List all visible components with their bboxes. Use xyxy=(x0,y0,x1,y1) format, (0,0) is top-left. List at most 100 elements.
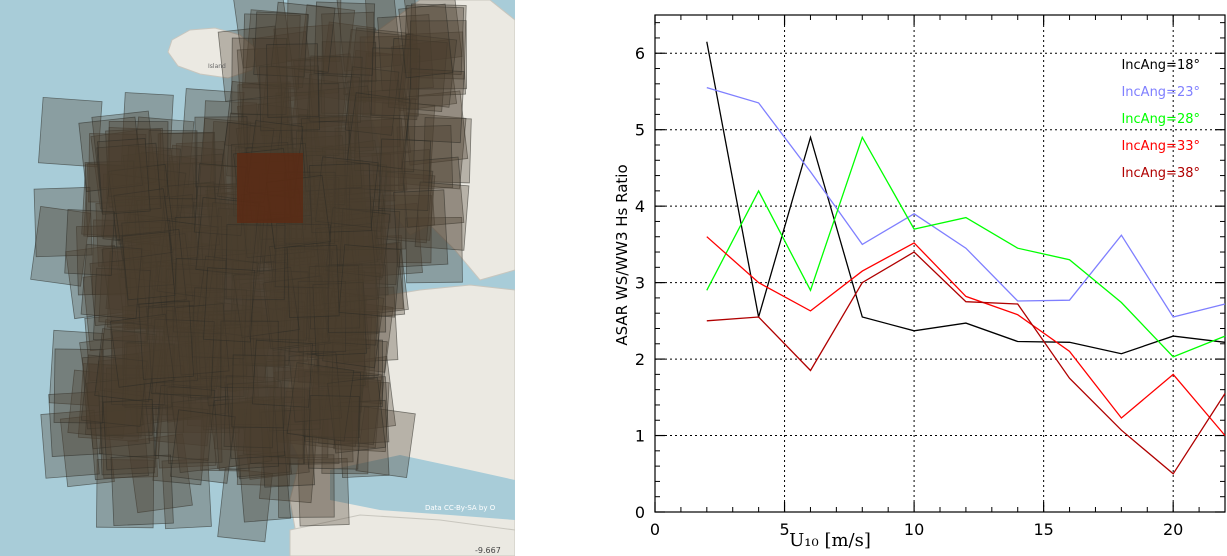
series-line-1 xyxy=(706,41,1226,355)
iceland-landmass xyxy=(167,27,259,79)
footprint-rect xyxy=(174,303,230,376)
footprint-rect xyxy=(405,31,466,98)
x-tick-label: 5 xyxy=(779,520,789,539)
y-tick-label: 2 xyxy=(635,350,645,369)
footprint-rect xyxy=(344,66,400,136)
series-line-3 xyxy=(706,135,1226,358)
footprint-rect xyxy=(406,68,465,144)
y-tick-label: 0 xyxy=(635,503,645,522)
footprint-rect xyxy=(38,96,103,168)
footprint-rect xyxy=(187,324,245,399)
x-tick-label: 15 xyxy=(1033,520,1053,539)
footprint-rect xyxy=(251,339,313,408)
footprint-rect xyxy=(338,244,401,318)
footprint-rect xyxy=(33,186,93,258)
chart-series xyxy=(706,41,1226,475)
footprint-rect xyxy=(393,189,449,268)
footprint-rect xyxy=(321,11,377,84)
y-tick-label: 5 xyxy=(635,121,645,140)
series-line-4 xyxy=(706,236,1226,436)
footprint-map: Island Data CC-By-SA by O -9.667 xyxy=(0,0,515,556)
footprint-rect xyxy=(40,409,100,479)
footprint-rect xyxy=(387,37,448,113)
footprint-rect xyxy=(48,391,103,458)
footprint-rect xyxy=(169,153,228,234)
y-tick-label: 6 xyxy=(635,44,645,63)
footprint-rect xyxy=(110,454,174,527)
footprint-rect xyxy=(82,271,149,352)
footprint-rect xyxy=(97,137,151,215)
footprint-rect xyxy=(154,319,219,401)
footprint-rect xyxy=(313,1,376,76)
legend-entry-1: IncAng=18° xyxy=(1121,58,1200,73)
footprint-rect xyxy=(346,92,412,170)
footprint-rect xyxy=(161,458,212,530)
footprint-rect xyxy=(225,224,286,301)
footprint-rect xyxy=(148,129,198,200)
footprint-rect xyxy=(315,156,379,228)
footprint-rect xyxy=(169,409,236,484)
footprint-rect xyxy=(309,163,372,234)
y-axis-label: ASAR WS/WW3 Hs Ratio xyxy=(613,164,631,345)
footprint-rect xyxy=(78,116,143,192)
footprint-rect xyxy=(231,37,288,115)
footprint-rect xyxy=(105,127,167,207)
footprint-rect xyxy=(297,457,350,527)
footprint-rect xyxy=(270,1,336,73)
footprint-rect xyxy=(146,304,199,384)
footprint-rect xyxy=(220,320,279,388)
x-tick-label: 10 xyxy=(904,520,924,539)
footprint-rect xyxy=(286,362,355,442)
footprint-rect xyxy=(308,395,360,470)
footprint-rect xyxy=(102,399,157,471)
footprint-rect xyxy=(89,258,148,326)
footprint-rect xyxy=(203,267,255,343)
footprint-rect xyxy=(151,318,215,397)
y-tick-label: 3 xyxy=(635,274,645,293)
map-attribution[interactable]: Data CC-By-SA by O xyxy=(425,504,496,512)
footprint-rect xyxy=(331,339,384,408)
footprint-rect xyxy=(259,65,320,132)
footprint-rect xyxy=(138,300,195,380)
footprint-rect xyxy=(288,351,343,423)
legend-entry-2: IncAng=23° xyxy=(1121,85,1200,100)
footprint-rect xyxy=(308,55,363,123)
footprint-rect xyxy=(88,133,147,204)
footprint-rect xyxy=(174,216,224,294)
footprint-rect xyxy=(67,369,131,439)
footprint-rect xyxy=(266,43,320,118)
footprint-rect xyxy=(152,404,209,486)
footprint-rect xyxy=(223,375,276,449)
footprint-rect xyxy=(121,231,176,301)
footprint-rect xyxy=(242,13,301,90)
series-line-5 xyxy=(706,251,1226,475)
satellite-footprints xyxy=(30,0,472,543)
footprint-rect xyxy=(322,290,385,369)
footprint-rect xyxy=(398,3,454,79)
footprint-rect xyxy=(260,409,316,488)
footprint-rect xyxy=(91,110,157,189)
footprint-rect xyxy=(217,467,273,543)
map-canvas xyxy=(0,0,515,556)
footprint-rect xyxy=(109,313,175,388)
footprint-rect xyxy=(113,188,173,260)
mediterranean-sea xyxy=(330,455,515,520)
footprint-rect xyxy=(155,401,217,469)
africa-landmass xyxy=(289,514,515,556)
footprint-rect xyxy=(64,209,115,276)
hs-ratio-chart: 0 5 10 15 20 0 1 2 3 4 5 6 IncAng=18° IncAng=23° IncA… xyxy=(520,0,1227,556)
x-tick-label: 20 xyxy=(1163,520,1183,539)
footprint-rect xyxy=(250,396,305,465)
chart-axes: 0 5 10 15 20 0 1 2 3 4 5 6 xyxy=(635,14,1226,539)
footprint-rect xyxy=(197,310,247,378)
footprint-rect xyxy=(325,207,391,278)
footprint-rect xyxy=(301,398,354,464)
y-tick-label: 1 xyxy=(635,427,645,446)
footprint-rect xyxy=(92,267,151,343)
footprint-rect xyxy=(80,243,143,320)
footprint-rect xyxy=(111,331,166,405)
footprint-rect xyxy=(336,0,402,72)
footprint-rect xyxy=(378,138,432,212)
footprint-rect xyxy=(194,116,249,188)
